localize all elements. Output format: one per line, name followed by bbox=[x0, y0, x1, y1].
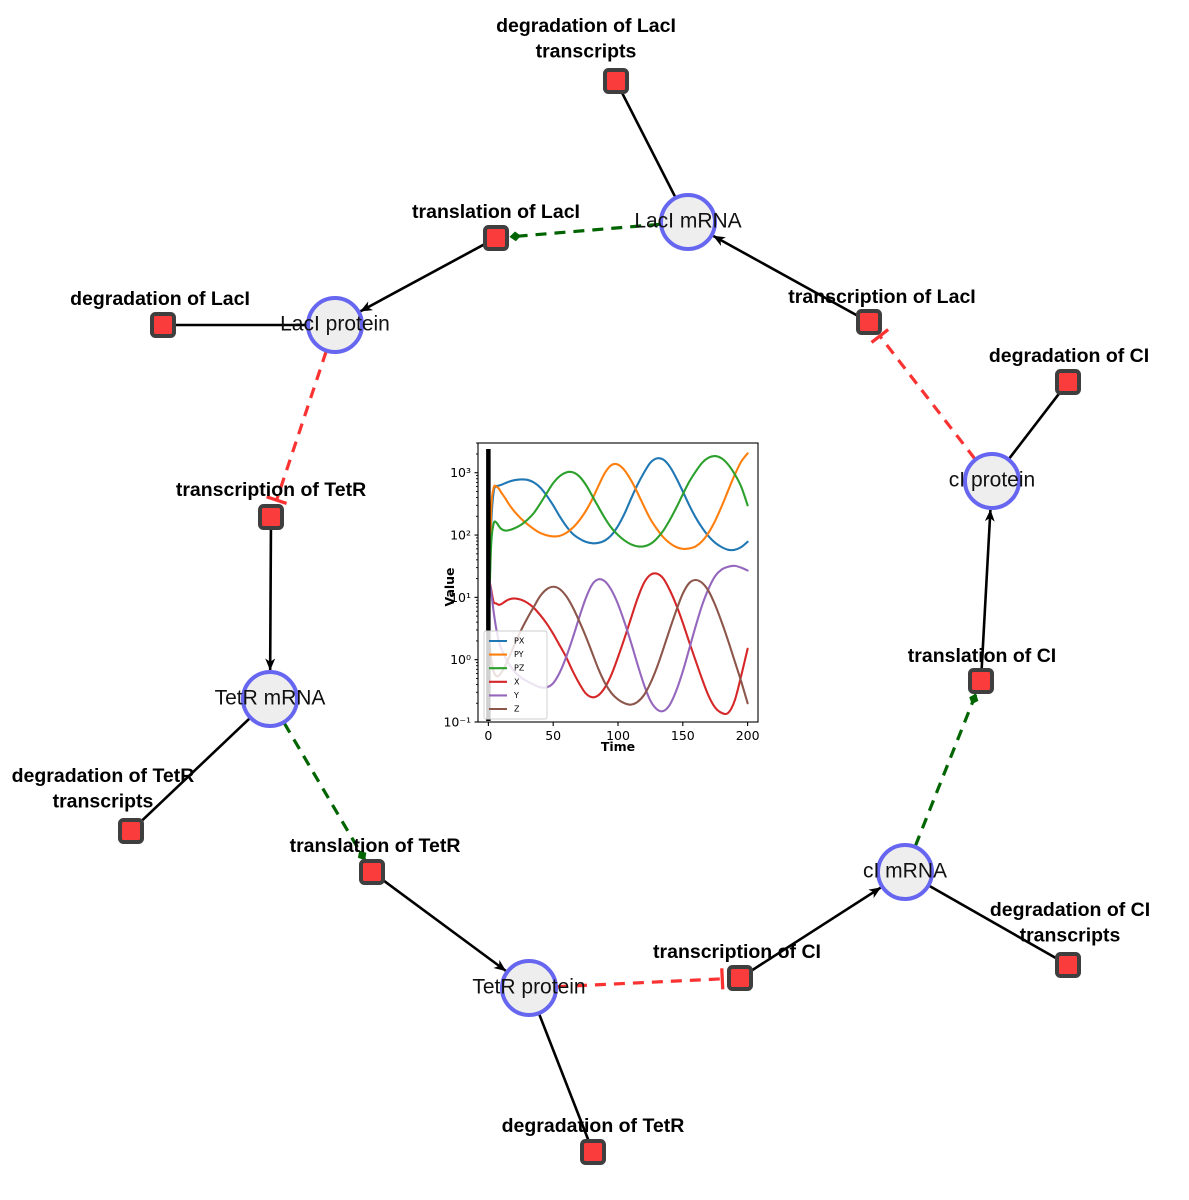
y-tick-label: 10² bbox=[450, 528, 471, 543]
edge-consumption bbox=[750, 886, 882, 973]
reaction-node[interactable] bbox=[856, 309, 882, 335]
reaction-node[interactable] bbox=[359, 859, 385, 885]
legend-label-X: X bbox=[514, 677, 520, 686]
species-label: TetR mRNA bbox=[215, 687, 326, 710]
reaction-label: degradation of LacI bbox=[70, 288, 250, 310]
x-axis-ticks: 0 50 100 150 200 bbox=[484, 722, 760, 743]
legend-label-PZ: PZ bbox=[514, 664, 525, 673]
reaction-node[interactable] bbox=[1055, 369, 1081, 395]
reaction-label: degradation of TetR bbox=[502, 1115, 685, 1137]
species-node[interactable] bbox=[963, 452, 1021, 510]
edge-catalysis bbox=[282, 722, 367, 861]
reaction-node[interactable] bbox=[483, 225, 509, 251]
species-node[interactable] bbox=[241, 670, 299, 728]
reaction-label: degradation of CI bbox=[989, 345, 1149, 367]
reaction-label: transcripts bbox=[53, 791, 154, 813]
legend-label-PY: PY bbox=[514, 650, 524, 659]
edge-consumption bbox=[139, 717, 251, 823]
reaction-node[interactable] bbox=[118, 818, 144, 844]
reaction-label: translation of TetR bbox=[290, 835, 461, 857]
species-node[interactable] bbox=[659, 193, 717, 251]
species-label: cI protein bbox=[949, 469, 1035, 492]
species-label: cI mRNA bbox=[863, 860, 947, 883]
edge-catalysis bbox=[913, 693, 979, 847]
edge-inhibition bbox=[556, 968, 725, 990]
species-node[interactable] bbox=[306, 296, 364, 354]
reaction-node[interactable] bbox=[150, 312, 176, 338]
reaction-label: translation of LacI bbox=[412, 201, 580, 223]
edge-consumption bbox=[980, 509, 995, 669]
species-node[interactable] bbox=[500, 959, 558, 1017]
reaction-node[interactable] bbox=[1055, 952, 1081, 978]
y-axis-minor-ticks bbox=[476, 442, 478, 704]
y-tick-label: 10⁰ bbox=[450, 652, 471, 667]
edge-consumption bbox=[928, 884, 1058, 960]
edge-consumption bbox=[359, 243, 486, 313]
species-label: LacI protein bbox=[280, 313, 390, 336]
x-tick-label: 0 bbox=[484, 728, 492, 743]
x-tick-label: 200 bbox=[736, 728, 760, 743]
series-PZ bbox=[487, 455, 749, 642]
reaction-label: transcription of LacI bbox=[788, 286, 975, 308]
reaction-label: degradation of CI bbox=[990, 899, 1150, 921]
y-axis-label: Value bbox=[442, 567, 457, 606]
y-tick-label: 10¹ bbox=[450, 590, 471, 605]
reaction-node[interactable] bbox=[580, 1139, 606, 1165]
chart-series bbox=[487, 452, 749, 716]
edge-consumption bbox=[265, 529, 276, 671]
timecourse-plot-inset[interactable]: 10⁻¹ 10⁰ 10¹ 10² 10³ 0 50 100 150 200 Time Value… bbox=[441, 437, 778, 759]
series-X bbox=[487, 572, 749, 716]
edge-inhibition bbox=[266, 351, 328, 506]
edge-consumption bbox=[1008, 391, 1062, 460]
reaction-label: transcription of CI bbox=[653, 941, 821, 963]
reaction-label: transcripts bbox=[536, 41, 637, 63]
reaction-label: degradation of LacI bbox=[496, 15, 676, 37]
species-label: TetR protein bbox=[472, 976, 585, 999]
legend-label-Z: Z bbox=[514, 705, 520, 714]
reaction-label: transcription of TetR bbox=[176, 479, 366, 501]
reaction-label: transcripts bbox=[1020, 925, 1121, 947]
x-tick-label: 50 bbox=[545, 728, 561, 743]
series-PY bbox=[487, 452, 749, 642]
legend-label-Y: Y bbox=[513, 691, 519, 700]
reaction-node[interactable] bbox=[727, 965, 753, 991]
y-axis-ticks: 10⁻¹ 10⁰ 10¹ 10² 10³ bbox=[443, 465, 478, 730]
y-tick-label: 10³ bbox=[450, 465, 471, 480]
species-node[interactable] bbox=[876, 843, 934, 901]
edge-consumption bbox=[537, 1013, 590, 1141]
chart-legend[interactable]: PX PY PZ XYZ bbox=[483, 630, 548, 720]
reaction-label: translation of CI bbox=[908, 645, 1056, 667]
x-tick-label: 100 bbox=[606, 728, 630, 743]
x-axis-label: Time bbox=[601, 739, 635, 754]
timecourse-chart: 10⁻¹ 10⁰ 10¹ 10² 10³ 0 50 100 150 200 Time Value… bbox=[441, 437, 778, 759]
edge-consumption bbox=[381, 878, 507, 972]
legend-label-PX: PX bbox=[514, 637, 525, 646]
edge-consumption bbox=[712, 234, 859, 317]
series-PX bbox=[487, 457, 749, 642]
legend-box bbox=[483, 630, 548, 720]
species-label: LacI mRNA bbox=[634, 210, 741, 233]
reaction-label: degradation of TetR bbox=[12, 765, 195, 787]
reaction-node[interactable] bbox=[603, 68, 629, 94]
y-tick-label: 10⁻¹ bbox=[443, 715, 471, 730]
edge-catalysis bbox=[509, 222, 661, 242]
edge-inhibition bbox=[870, 328, 977, 460]
reaction-node[interactable] bbox=[968, 668, 994, 694]
edge-consumption bbox=[620, 91, 677, 198]
x-tick-label: 150 bbox=[671, 728, 695, 743]
reaction-node[interactable] bbox=[258, 504, 284, 530]
